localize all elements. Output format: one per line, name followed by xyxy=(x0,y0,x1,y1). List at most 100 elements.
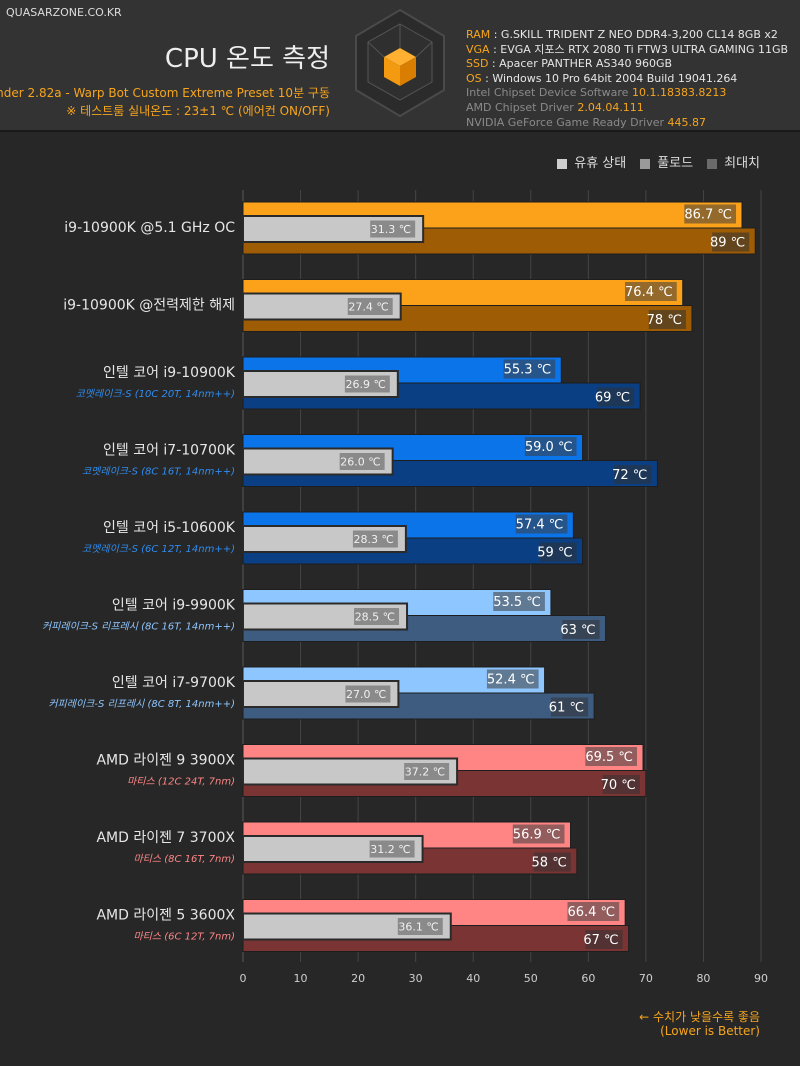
idle-value-label-box xyxy=(344,375,390,393)
idle-value-label: 31.3 ℃ xyxy=(371,223,411,236)
category-sublabel: 코멧레이크-S (6C 12T, 14nm++) xyxy=(82,543,235,555)
site-name: QUASARZONE.CO.KR xyxy=(6,6,122,19)
idle-value-label: 36.1 ℃ xyxy=(398,920,438,933)
idle-value-label-box xyxy=(397,918,443,935)
full-load-value-label: 66.4 ℃ xyxy=(567,905,615,920)
full-load-value-label-box xyxy=(512,824,565,844)
category-sublabel: 마티스 (8C 16T, 7nm) xyxy=(133,853,235,865)
max-value-label-box xyxy=(712,232,750,252)
idle-value-label: 26.0 ℃ xyxy=(340,455,380,468)
legend-full-load: 풀로드 xyxy=(640,152,693,171)
max-value-label-box xyxy=(533,852,571,872)
max-value-label: 69 ℃ xyxy=(595,391,630,406)
full-load-value-label: 86.7 ℃ xyxy=(684,208,732,223)
room-temp-note: ※ 테스트룸 실내온도 : 23±1 ℃ (에어컨 ON/OFF) xyxy=(66,104,330,118)
max-value-label: 58 ℃ xyxy=(532,856,567,871)
full-load-value-label: 53.5 ℃ xyxy=(493,595,541,610)
full-load-value-label-box xyxy=(684,204,737,224)
spec-nvidia-driver: NVIDIA GeForce Game Ready Driver 445.87 xyxy=(466,115,707,129)
x-tick-label: 60 xyxy=(581,972,595,985)
max-value-label: 67 ℃ xyxy=(583,933,618,948)
idle-value-label-box xyxy=(347,298,393,315)
category-label: 인텔 코어 i7-9700K xyxy=(112,675,236,691)
full-load-value-label: 55.3 ℃ xyxy=(504,363,552,378)
legend: 유휴 상태 풀로드 최대치 xyxy=(557,152,760,171)
idle-value-label-box xyxy=(370,220,416,238)
x-tick-label: 10 xyxy=(294,972,308,985)
category-sublabel: 마티스 (6C 12T, 7nm) xyxy=(133,931,235,943)
category-sublabel: 코멧레이크-S (8C 16T, 14nm++) xyxy=(82,466,235,478)
chart-title: CPU 온도 측정 xyxy=(164,44,330,74)
max-value-label: 78 ℃ xyxy=(647,313,682,328)
category-sublabel: 커피레이크-S 리프레시 (8C 8T, 14nm++) xyxy=(48,698,235,710)
full-load-value-label-box xyxy=(567,902,620,921)
x-tick-label: 0 xyxy=(240,972,247,985)
category-label: 인텔 코어 i9-9900K xyxy=(112,598,236,614)
category-sublabel: 마티스 (12C 24T, 7nm) xyxy=(127,776,235,788)
category-label: i9-10900K @5.1 GHz OC xyxy=(64,220,235,236)
category-label: 인텔 코어 i9-10900K xyxy=(103,365,236,381)
full-load-value-label-box xyxy=(524,437,577,456)
full-load-value-label: 57.4 ℃ xyxy=(516,518,564,533)
idle-value-label-box xyxy=(352,530,398,548)
full-load-value-label-box xyxy=(515,514,568,534)
x-tick-label: 50 xyxy=(524,972,538,985)
test-system-specs: RAM : G.SKILL TRIDENT Z NEO DDR4-3,200 C… xyxy=(466,28,788,130)
spec-amd-driver: AMD Chipset Driver 2.04.04.111 xyxy=(466,100,644,114)
max-value-label-box xyxy=(585,930,623,949)
max-value-label: 63 ℃ xyxy=(560,623,595,638)
full-load-value-label-box xyxy=(503,359,556,379)
max-value-label-box xyxy=(562,620,600,639)
full-load-value-label-box xyxy=(486,669,539,689)
full-load-value-label: 76.4 ℃ xyxy=(625,285,673,300)
spec-vga: VGA : EVGA 지포스 RTX 2080 Ti FTW3 ULTRA GA… xyxy=(466,42,789,56)
spec-ram: RAM : G.SKILL TRIDENT Z NEO DDR4-3,200 C… xyxy=(466,28,778,41)
idle-value-label-box xyxy=(339,453,385,470)
category-label: AMD 라이젠 9 3900X xyxy=(96,753,235,769)
max-value-label: 89 ℃ xyxy=(710,236,745,251)
x-tick-label: 30 xyxy=(409,972,423,985)
bar-idle xyxy=(242,602,409,631)
header: QUASARZONE.CO.KR CPU 온도 측정 Blender 2.82a… xyxy=(0,0,800,132)
idle-value-label: 31.2 ℃ xyxy=(370,843,410,856)
full-load-value-label: 69.5 ℃ xyxy=(585,750,633,765)
bar-idle xyxy=(242,215,425,243)
idle-value-label: 27.4 ℃ xyxy=(348,300,388,313)
full-load-value-label: 59.0 ℃ xyxy=(525,440,573,455)
idle-value-label-box xyxy=(369,840,415,858)
max-value-label: 72 ℃ xyxy=(612,468,647,483)
x-tick-label: 90 xyxy=(754,972,768,985)
idle-value-label-box xyxy=(345,685,391,703)
spec-intel-driver: Intel Chipset Device Software 10.1.18383… xyxy=(466,86,727,100)
full-load-value-label-box xyxy=(585,747,638,766)
idle-value-label: 37.2 ℃ xyxy=(405,765,445,778)
max-value-label-box xyxy=(539,542,577,562)
idle-value-label: 28.3 ℃ xyxy=(354,533,394,546)
category-label: AMD 라이젠 5 3600X xyxy=(96,908,235,924)
max-value-label-box xyxy=(597,387,635,407)
legend-max: 최대치 xyxy=(707,152,760,171)
max-value-label-box xyxy=(614,465,652,484)
x-tick-label: 20 xyxy=(351,972,365,985)
category-sublabel: 커피레이크-S 리프레시 (8C 16T, 14nm++) xyxy=(42,621,235,633)
full-load-value-label: 56.9 ℃ xyxy=(513,828,561,843)
idle-value-label-box xyxy=(404,763,450,780)
full-load-value-label-box xyxy=(493,592,545,611)
lower-is-better-note-en: (Lower is Better) xyxy=(660,1024,760,1038)
max-value-label-box xyxy=(648,310,686,329)
spec-ssd: SSD : Apacer PANTHER AS340 960GB xyxy=(466,57,673,71)
legend-idle: 유휴 상태 xyxy=(557,152,626,171)
spec-os: OS : Windows 10 Pro 64bit 2004 Build 190… xyxy=(466,71,738,85)
full-load-value-label: 52.4 ℃ xyxy=(487,673,535,688)
category-sublabel: 코멧레이크-S (10C 20T, 14nm++) xyxy=(76,388,235,400)
max-value-label: 59 ℃ xyxy=(537,546,572,561)
max-value-label-box xyxy=(550,697,589,717)
test-description: Blender 2.82a - Warp Bot Custom Extreme … xyxy=(0,86,330,100)
idle-value-label: 26.9 ℃ xyxy=(345,378,385,391)
category-label: 인텔 코어 i7-10700K xyxy=(103,443,236,459)
max-value-label-box xyxy=(602,775,640,794)
idle-value-label: 27.0 ℃ xyxy=(346,688,386,701)
max-value-label: 61 ℃ xyxy=(549,701,584,716)
idle-value-label-box xyxy=(354,608,400,625)
